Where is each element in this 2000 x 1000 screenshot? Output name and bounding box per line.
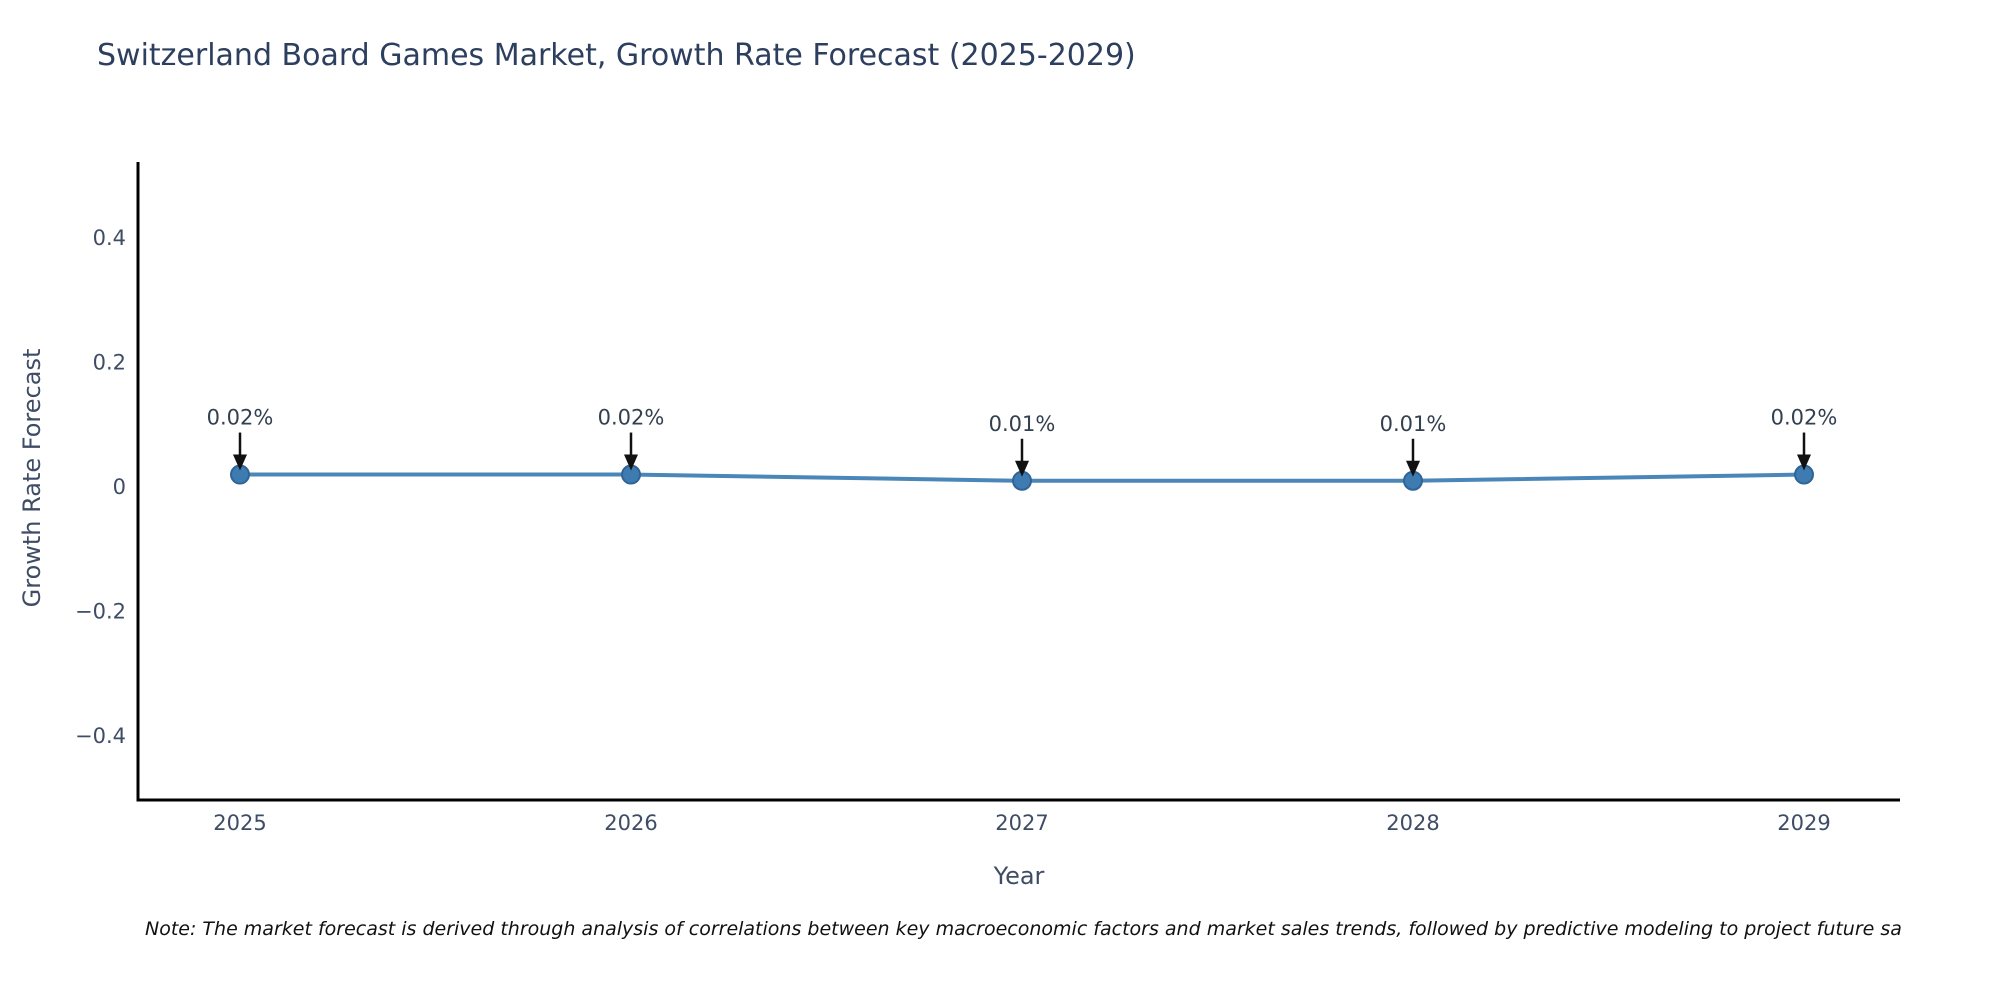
x-tick-label: 2029 [1777, 811, 1830, 835]
y-tick-label: 0.2 [93, 351, 126, 375]
footnote-text: Note: The market forecast is derived thr… [145, 918, 1902, 940]
data-point-label: 0.02% [1771, 406, 1838, 430]
data-point-label: 0.01% [1380, 412, 1447, 436]
y-tick-label: −0.4 [75, 724, 126, 748]
annotation-arrowhead-icon [624, 454, 638, 471]
y-tick-label: 0 [113, 475, 126, 499]
x-tick-label: 2027 [995, 811, 1048, 835]
x-axis-title: Year [993, 862, 1045, 890]
chart-title: Switzerland Board Games Market, Growth R… [97, 38, 1136, 73]
y-tick-label: −0.2 [75, 600, 126, 624]
annotation-arrowhead-icon [233, 454, 247, 471]
x-tick-label: 2026 [604, 811, 657, 835]
x-tick-label: 2028 [1386, 811, 1439, 835]
data-point-label: 0.01% [989, 412, 1056, 436]
data-point-label: 0.02% [598, 406, 665, 430]
x-tick-label: 2025 [213, 811, 266, 835]
annotation-arrowhead-icon [1797, 454, 1811, 471]
annotation-arrowhead-icon [1406, 460, 1420, 477]
data-point-label: 0.02% [207, 406, 274, 430]
annotation-arrowhead-icon [1015, 460, 1029, 477]
y-tick-label: 0.4 [93, 226, 126, 250]
